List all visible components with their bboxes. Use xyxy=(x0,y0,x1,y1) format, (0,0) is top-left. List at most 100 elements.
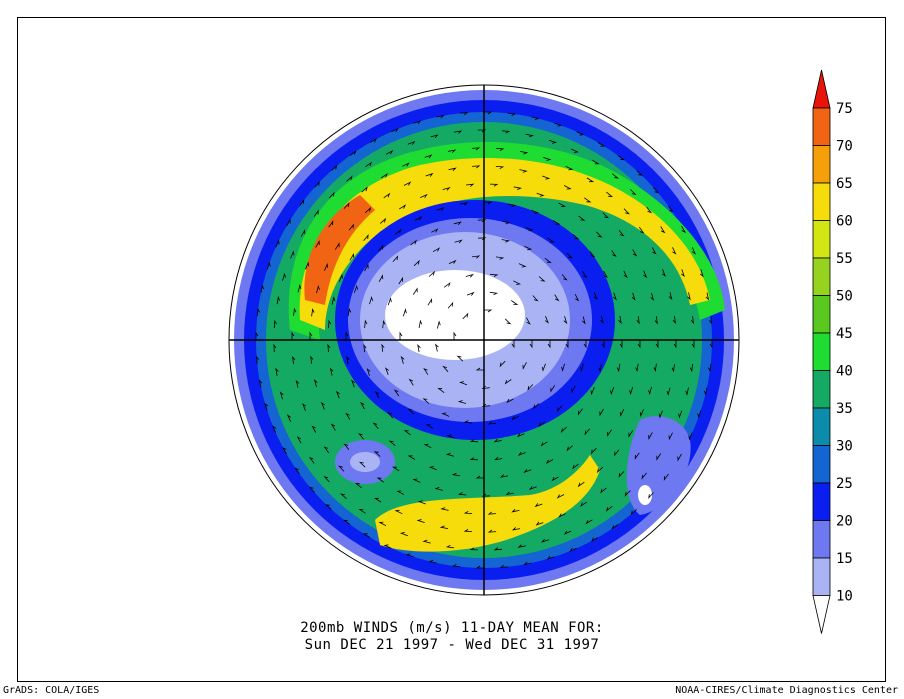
wind-arrow xyxy=(611,173,620,179)
wind-arrow xyxy=(399,331,403,340)
wind-arrow xyxy=(403,430,411,436)
wind-arrow xyxy=(551,476,559,482)
wind-arrow xyxy=(646,206,653,214)
wind-arrow xyxy=(275,367,279,376)
wind-arrow xyxy=(648,386,652,396)
wind-arrow xyxy=(363,343,367,353)
wind-arrow xyxy=(708,316,713,325)
legend-label-10: 10 xyxy=(836,589,853,605)
wind-arrow xyxy=(365,161,373,168)
wind-arrow xyxy=(282,446,287,455)
wind-arrow xyxy=(408,378,414,386)
wind-arrow xyxy=(518,451,526,456)
wind-arrow xyxy=(501,130,511,134)
wind-arrow xyxy=(656,453,662,461)
wind-arrow xyxy=(418,319,423,328)
wind-arrow xyxy=(345,412,351,420)
wind-arrow xyxy=(571,385,576,394)
wind-arrow xyxy=(286,414,292,422)
wind-arrow xyxy=(493,547,503,551)
wind-arrow xyxy=(412,478,421,483)
wind-arrow xyxy=(637,340,641,349)
wind-arrow xyxy=(571,148,579,153)
wind-arrow xyxy=(313,378,318,388)
legend-label-20: 20 xyxy=(836,514,853,530)
wind-arrow xyxy=(631,292,636,301)
wind-arrow xyxy=(469,457,478,461)
wind-arrow xyxy=(561,274,568,281)
wind-arrow xyxy=(663,473,669,482)
wind-arrow xyxy=(302,403,307,411)
wind-arrow xyxy=(499,474,509,478)
wind-arrow xyxy=(294,467,300,475)
wind-arrow xyxy=(484,111,493,115)
wind-arrow xyxy=(653,187,660,194)
wind-arrow xyxy=(394,509,403,515)
wind-arrow xyxy=(402,162,410,167)
wind-arrow xyxy=(453,331,457,340)
wind-arrow xyxy=(547,340,551,349)
wind-arrow xyxy=(548,139,557,144)
wind-arrow xyxy=(578,215,586,221)
wind-arrow xyxy=(507,203,517,208)
wind-arrow xyxy=(428,270,436,277)
wind-arrow xyxy=(619,409,625,417)
wind-arrow xyxy=(437,320,441,329)
wind-arrow xyxy=(687,292,691,301)
wind-arrow xyxy=(475,565,484,569)
wind-arrow xyxy=(639,409,644,418)
wind-arrow xyxy=(566,445,573,452)
wind-arrow xyxy=(685,387,689,396)
wind-arrow xyxy=(407,140,416,145)
wind-arrow xyxy=(373,451,381,457)
wind-arrow xyxy=(405,553,414,558)
legend-swatch-30 xyxy=(812,407,831,446)
wind-arrow xyxy=(424,154,433,159)
wind-arrow xyxy=(541,538,550,543)
wind-arrow xyxy=(255,331,259,340)
wind-arrow xyxy=(264,402,269,411)
wind-arrow xyxy=(407,455,416,460)
wind-arrow xyxy=(519,169,528,173)
wind-arrow xyxy=(349,252,355,261)
wind-arrow xyxy=(565,340,569,349)
wind-arrow xyxy=(453,221,462,226)
wind-arrow xyxy=(425,424,434,429)
wind-arrow xyxy=(611,524,619,530)
wind-arrow xyxy=(495,166,505,170)
wind-arrow xyxy=(282,272,286,281)
wind-arrow xyxy=(623,270,628,279)
wind-arrow xyxy=(258,379,263,388)
wind-arrow xyxy=(260,284,265,293)
wind-arrow xyxy=(256,307,261,317)
wind-arrow xyxy=(522,362,527,370)
wind-arrow xyxy=(531,209,540,214)
wind-arrow xyxy=(311,425,317,433)
wind-arrow xyxy=(511,508,520,513)
wind-arrow xyxy=(445,452,455,457)
wind-arrow xyxy=(388,440,396,447)
wind-arrow xyxy=(593,292,598,301)
wind-arrow xyxy=(532,295,539,302)
wind-arrow xyxy=(648,432,653,440)
wind-arrow xyxy=(672,315,676,325)
wind-arrow xyxy=(279,391,284,400)
wind-arrow xyxy=(369,138,378,143)
wind-arrow xyxy=(590,537,599,542)
wind-arrow xyxy=(610,387,615,396)
wind-arrow xyxy=(536,192,545,197)
wind-arrow xyxy=(364,319,368,328)
legend-label-65: 65 xyxy=(836,176,853,192)
legend-label-60: 60 xyxy=(836,214,853,230)
wind-arrow xyxy=(381,343,385,352)
wind-vectors xyxy=(255,111,713,569)
wind-arrow xyxy=(650,292,655,302)
wind-arrow xyxy=(417,500,426,505)
footer-credit-noaa: NOAA-CIRES/Climate Diagnostics Center xyxy=(675,685,898,696)
wind-arrow xyxy=(546,555,555,560)
wind-arrow xyxy=(403,308,407,317)
wind-arrow xyxy=(407,408,415,415)
wind-arrow xyxy=(619,340,623,349)
wind-arrow xyxy=(448,167,457,172)
wind-arrow xyxy=(565,165,574,171)
